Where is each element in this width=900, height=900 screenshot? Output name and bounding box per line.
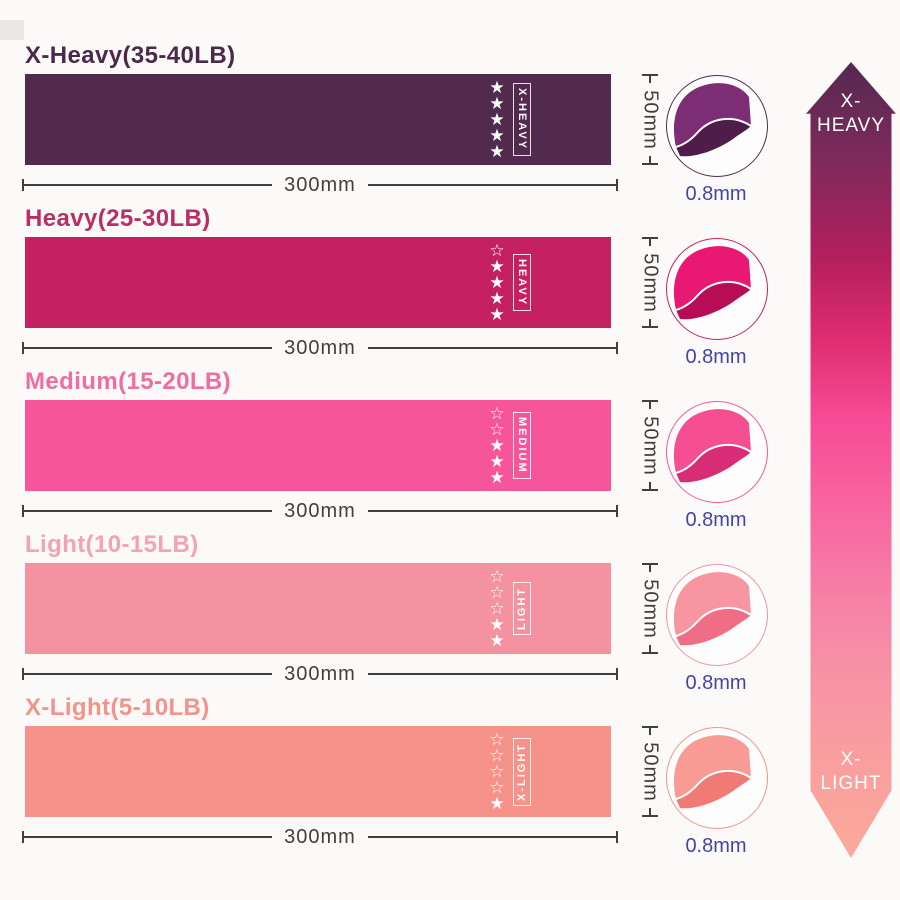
thickness-label: 0.8mm (685, 183, 747, 205)
band-title: Light(10-15LB) (25, 531, 199, 558)
dimension-tick-bottom (642, 807, 658, 817)
height-dimension: 50mm (634, 563, 666, 654)
dimension-tick-top (642, 563, 658, 573)
height-dimension-label: 50mm (639, 89, 662, 150)
band-row-light: Light(10-15LB) ☆☆☆★★ LIGHT 50mm 300mm 0.… (0, 531, 790, 694)
dimension-line (22, 831, 273, 843)
scale-arrow-top-label: X- HEAVY (806, 90, 896, 138)
width-dimension-label: 300mm (284, 825, 356, 848)
width-dimension: 300mm (22, 334, 619, 362)
width-dimension-label: 300mm (284, 173, 356, 196)
folded-band-illustration (673, 409, 752, 483)
star-rating: ☆☆☆☆★ (489, 729, 505, 813)
band-row-x-heavy: X-Heavy(35-40LB) ★★★★★ X-HEAVY 50mm 300m… (0, 42, 790, 205)
dimension-line (367, 668, 619, 680)
band-title: X-Heavy(35-40LB) (25, 42, 236, 69)
thickness-photo-circle (666, 238, 768, 340)
dimension-line (367, 831, 619, 843)
band-swatch: ☆★★★★ HEAVY (25, 237, 611, 328)
scale-arrow-top-label-line1: X- (840, 91, 862, 112)
dimension-tick-top (642, 74, 658, 84)
thickness-label: 0.8mm (685, 672, 747, 694)
band-title: Heavy(25-30LB) (25, 205, 211, 232)
thickness-label: 0.8mm (685, 509, 747, 531)
scale-arrow-bottom-label: X- LIGHT (806, 748, 896, 796)
dimension-line (22, 342, 273, 354)
scale-arrow-bottom-label-line2: LIGHT (820, 773, 882, 794)
width-dimension: 300mm (22, 823, 619, 851)
width-dimension: 300mm (22, 497, 619, 525)
height-dimension: 50mm (634, 74, 666, 165)
height-dimension-label: 50mm (639, 252, 662, 313)
height-dimension-label: 50mm (639, 415, 662, 476)
thickness-photo-circle (666, 564, 768, 666)
level-tag: X-HEAVY (513, 83, 531, 156)
band-swatch: ☆☆☆☆★ X-LIGHT (25, 726, 611, 817)
star-rating: ☆★★★★ (489, 240, 505, 324)
folded-band-illustration (673, 246, 752, 320)
band-swatch: ★★★★★ X-HEAVY (25, 74, 611, 165)
dimension-tick-top (642, 400, 658, 410)
star-rating: ★★★★★ (489, 77, 505, 161)
dimension-tick-top (642, 237, 658, 247)
band-swatch: ☆☆☆★★ LIGHT (25, 563, 611, 654)
width-dimension: 300mm (22, 171, 619, 199)
thickness-photo-circle (666, 727, 768, 829)
page-corner-artifact (0, 20, 24, 40)
height-dimension: 50mm (634, 400, 666, 491)
band-row-medium: Medium(15-20LB) ☆☆★★★ MEDIUM 50mm 300mm … (0, 368, 790, 531)
dimension-tick-top (642, 726, 658, 736)
band-swatch: ☆☆★★★ MEDIUM (25, 400, 611, 491)
band-emblem: ☆★★★★ HEAVY (488, 240, 531, 324)
resistance-scale-arrow: X- HEAVY X- LIGHT (806, 62, 896, 858)
height-dimension: 50mm (634, 237, 666, 328)
width-dimension-label: 300mm (284, 499, 356, 522)
dimension-tick-bottom (642, 481, 658, 491)
scale-arrow-bottom-label-line1: X- (840, 749, 862, 770)
level-tag: X-LIGHT (513, 737, 531, 806)
dimension-tick-bottom (642, 644, 658, 654)
width-dimension-label: 300mm (284, 662, 356, 685)
height-dimension: 50mm (634, 726, 666, 817)
level-tag: LIGHT (513, 582, 531, 635)
folded-band-illustration (673, 735, 752, 809)
folded-band-illustration (673, 572, 752, 646)
dimension-tick-bottom (642, 318, 658, 328)
dimension-line (367, 179, 619, 191)
dimension-line (367, 505, 619, 517)
dimension-line (22, 505, 273, 517)
star-rating: ☆☆★★★ (489, 403, 505, 487)
thickness-label: 0.8mm (685, 835, 747, 857)
level-tag: MEDIUM (513, 412, 531, 479)
band-row-x-light: X-Light(5-10LB) ☆☆☆☆★ X-LIGHT 50mm 300mm… (0, 694, 790, 857)
band-emblem: ☆☆☆★★ LIGHT (488, 566, 531, 650)
thickness-photo-circle (666, 75, 768, 177)
level-tag: HEAVY (513, 253, 531, 312)
scale-arrow-top-label-line2: HEAVY (816, 115, 885, 136)
dimension-line (22, 668, 273, 680)
thickness-photo-circle (666, 401, 768, 503)
dimension-line (367, 342, 619, 354)
width-dimension-label: 300mm (284, 336, 356, 359)
band-title: X-Light(5-10LB) (25, 694, 210, 721)
band-emblem: ★★★★★ X-HEAVY (488, 77, 531, 161)
height-dimension-label: 50mm (639, 741, 662, 802)
height-dimension-label: 50mm (639, 578, 662, 639)
band-emblem: ☆☆★★★ MEDIUM (488, 403, 531, 487)
dimension-line (22, 179, 273, 191)
thickness-label: 0.8mm (685, 346, 747, 368)
dimension-tick-bottom (642, 155, 658, 165)
band-title: Medium(15-20LB) (25, 368, 232, 395)
star-rating: ☆☆☆★★ (489, 566, 505, 650)
band-row-heavy: Heavy(25-30LB) ☆★★★★ HEAVY 50mm 300mm 0.… (0, 205, 790, 368)
width-dimension: 300mm (22, 660, 619, 688)
folded-band-illustration (673, 83, 752, 157)
band-emblem: ☆☆☆☆★ X-LIGHT (488, 729, 531, 813)
